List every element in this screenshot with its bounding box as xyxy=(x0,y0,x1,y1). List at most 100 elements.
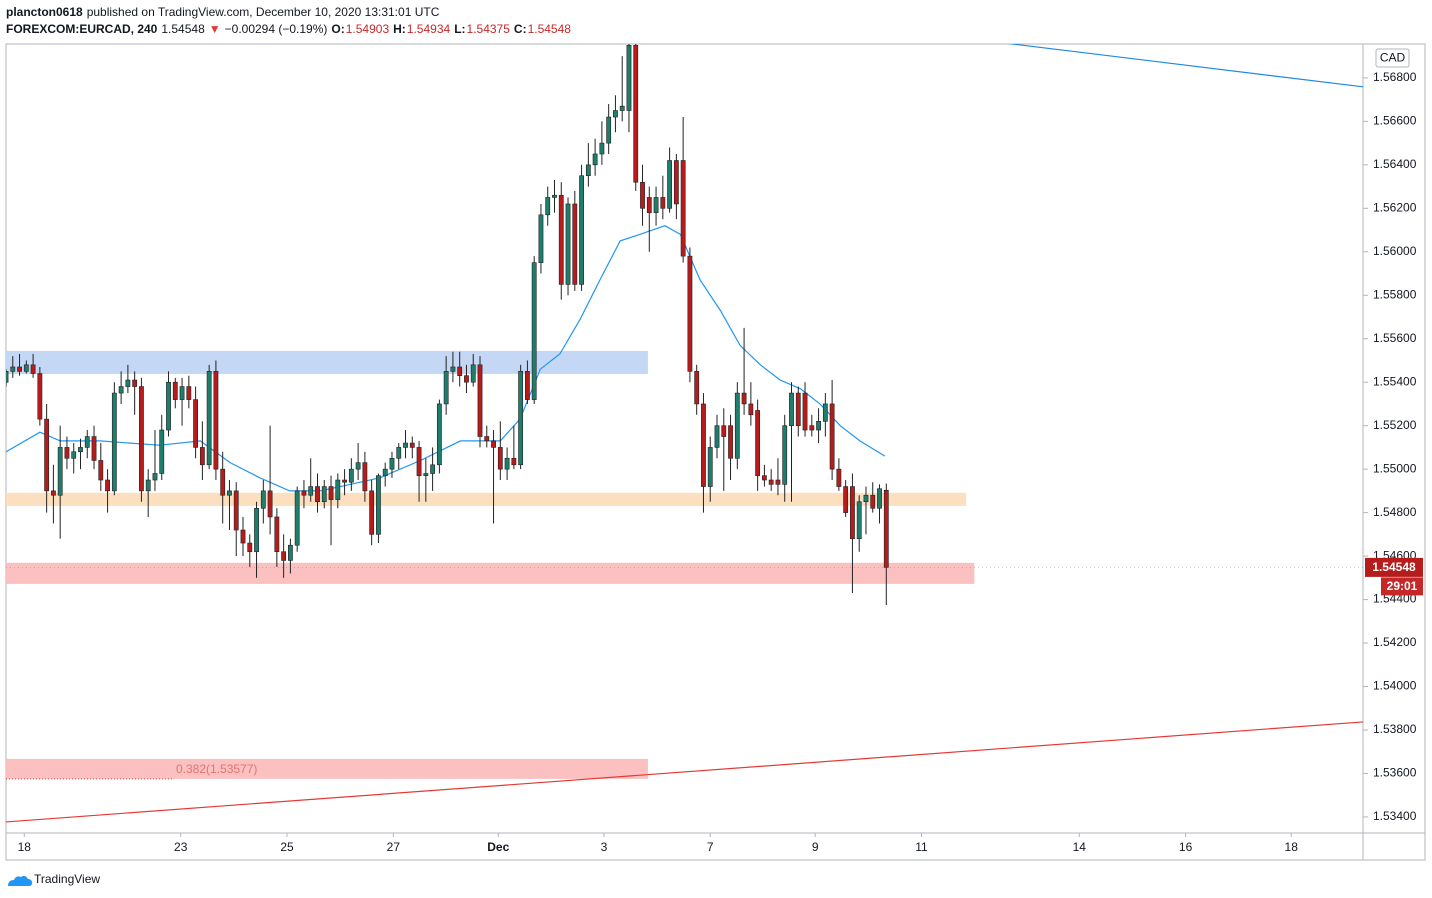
zone xyxy=(6,492,967,506)
candle-body xyxy=(355,462,361,470)
legend-item: 1.54934 xyxy=(406,22,451,36)
zone xyxy=(6,350,648,374)
candle-body xyxy=(233,490,239,531)
candle-body xyxy=(118,386,124,394)
currency: CAD xyxy=(1380,51,1406,65)
candle-body xyxy=(166,381,171,431)
candle-body xyxy=(545,197,551,216)
candle-body xyxy=(701,403,706,487)
y-tick-label: 1.55400 xyxy=(1373,374,1417,388)
last-price-label: 1.54548 xyxy=(1372,560,1416,574)
x-tick-label: 18 xyxy=(18,840,32,854)
currency-box xyxy=(1375,48,1410,68)
x-tick-label: 23 xyxy=(174,840,188,854)
candle-body xyxy=(98,460,104,481)
candle-body xyxy=(613,110,618,118)
candle-body xyxy=(23,364,29,372)
candle-body xyxy=(802,392,808,431)
candle-body xyxy=(809,425,815,431)
candle-body xyxy=(206,371,212,466)
candle-body xyxy=(382,468,388,476)
candle-body xyxy=(301,490,307,496)
candle-body xyxy=(667,160,673,209)
candle-body xyxy=(856,501,862,540)
candle-body xyxy=(247,542,253,553)
x-tick-label: 27 xyxy=(387,840,401,854)
candle-body xyxy=(145,479,151,492)
legend-item: 1.54375 xyxy=(466,22,510,36)
candle-body xyxy=(585,164,591,177)
y-tick-label: 1.55000 xyxy=(1373,461,1417,475)
candle-body xyxy=(491,440,496,448)
candle-body xyxy=(680,160,686,257)
candle-body xyxy=(660,197,666,209)
candle-body xyxy=(877,488,882,509)
candle-body xyxy=(125,379,131,387)
logo-icon xyxy=(8,875,32,886)
candle-body xyxy=(599,142,605,155)
candle-body xyxy=(288,544,293,561)
brand-logo xyxy=(8,875,32,886)
x-tick-label: 16 xyxy=(1179,840,1193,854)
candle-body xyxy=(213,371,219,470)
candle-body xyxy=(470,364,476,383)
candle-body xyxy=(843,486,849,513)
candle-body xyxy=(518,371,524,466)
candle-body xyxy=(369,490,375,535)
candle-body xyxy=(260,490,266,509)
candle-body xyxy=(396,447,402,459)
legend-item: ▼ xyxy=(208,22,221,36)
candle-body xyxy=(477,364,483,437)
candle-body xyxy=(673,160,679,205)
legend-item: H: xyxy=(393,22,406,36)
candle-body xyxy=(552,194,557,198)
trendline xyxy=(1007,44,1363,88)
x-tick-label: 3 xyxy=(601,840,608,854)
countdown-box xyxy=(1381,577,1423,596)
candle-body xyxy=(342,479,347,483)
legend-item: 1.54548 xyxy=(527,22,571,36)
candle-body xyxy=(84,436,90,448)
trendline xyxy=(6,721,1363,823)
candle-body xyxy=(592,153,598,166)
candle-body xyxy=(71,451,77,459)
legend-item: −0.00294 (−0.19%) xyxy=(224,22,328,36)
last-price-box xyxy=(1365,557,1423,577)
candle-body xyxy=(132,379,138,387)
candle-body xyxy=(626,45,632,111)
candle-body xyxy=(531,262,537,400)
candle-body xyxy=(44,418,50,492)
candle-body xyxy=(220,468,226,496)
legend-item: L: xyxy=(454,22,466,36)
candle-body xyxy=(376,475,381,535)
candle-body xyxy=(450,366,456,372)
x-tick-label: 9 xyxy=(812,840,819,854)
candle-body xyxy=(721,425,727,437)
candle-body xyxy=(734,392,740,459)
candle-body xyxy=(850,486,855,540)
candle-body xyxy=(822,403,828,422)
candle-body xyxy=(389,457,395,470)
candle-body xyxy=(111,392,117,492)
candle-body xyxy=(267,490,273,518)
candle-body xyxy=(511,457,517,466)
candle-body xyxy=(159,429,165,474)
x-tick-label: 14 xyxy=(1073,840,1087,854)
legend-item: O: xyxy=(331,22,345,36)
candle-body xyxy=(768,479,774,485)
candle-body xyxy=(443,371,449,405)
y-tick-label: 1.54800 xyxy=(1373,505,1417,519)
y-tick-label: 1.53800 xyxy=(1373,722,1417,736)
candle-body xyxy=(538,214,544,263)
candle-body xyxy=(687,255,693,372)
candle-body xyxy=(782,425,788,485)
candle-body xyxy=(497,447,503,470)
y-tick-label: 1.56800 xyxy=(1373,70,1417,84)
x-tick-label: Dec xyxy=(487,840,509,854)
symbol-legend: FOREXCOM:EURCAD, 240 1.54548 ▼ −0.00294 (−0… xyxy=(6,22,575,36)
candle-body xyxy=(430,464,436,474)
x-tick-label: 7 xyxy=(707,840,714,854)
zone xyxy=(6,562,975,584)
x-tick-label: 18 xyxy=(1285,840,1299,854)
